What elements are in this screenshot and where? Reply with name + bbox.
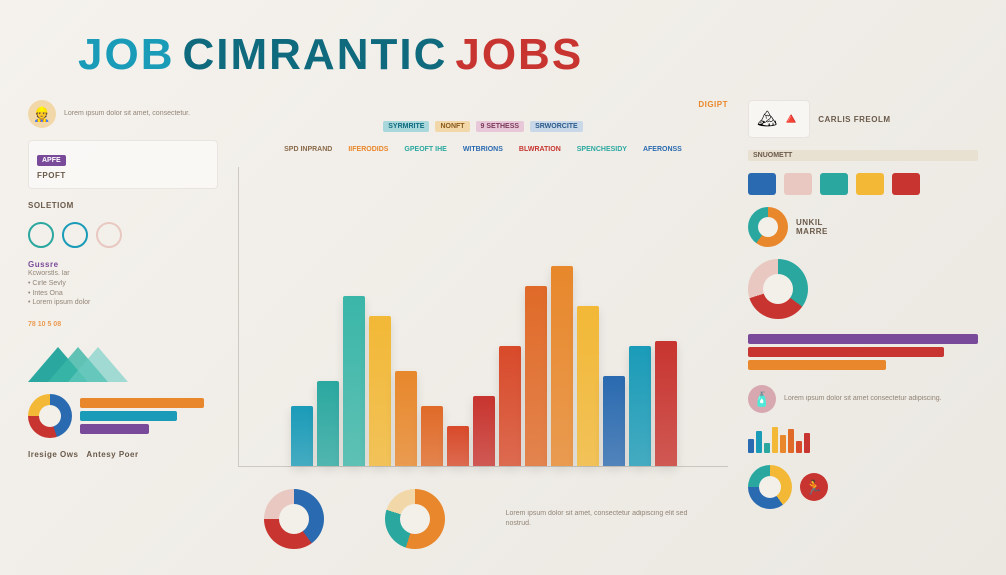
spark-bar bbox=[764, 443, 770, 453]
center-chart-tags: SYRMRITE NONFT 9 SETHESS SRWORCITE bbox=[238, 121, 728, 132]
hbar bbox=[748, 334, 978, 344]
page-title: JOB CIMRANTIC JOBS bbox=[78, 30, 978, 80]
chart-subtag: IIFERODIDS bbox=[343, 144, 393, 155]
right-hbars bbox=[748, 331, 978, 373]
bar bbox=[577, 306, 599, 466]
spark-bar bbox=[796, 441, 802, 453]
bar bbox=[603, 376, 625, 466]
hbar bbox=[80, 411, 177, 421]
left-hbars bbox=[80, 395, 218, 437]
left-circles bbox=[28, 222, 218, 248]
left-bottom-label-1: Iresige Ows bbox=[28, 450, 78, 459]
bar bbox=[343, 296, 365, 466]
left-section-2-sub: Kcworstls. lar bbox=[28, 269, 218, 279]
left-badge-card: APFE FPOFT bbox=[28, 140, 218, 189]
hbar bbox=[748, 347, 944, 357]
infographic-canvas: JOB CIMRANTIC JOBS 👷 Lorem ipsum dolor s… bbox=[0, 0, 1006, 575]
center-pie-1 bbox=[264, 489, 324, 549]
left-section-1: SOLETIOM bbox=[28, 201, 218, 210]
center-top-label: DIGIPT bbox=[238, 100, 728, 109]
spark-bar bbox=[772, 427, 778, 453]
thumb bbox=[856, 173, 884, 195]
center-column: DIGIPT SYRMRITE NONFT 9 SETHESS SRWORCITE S… bbox=[238, 100, 728, 550]
bar bbox=[473, 396, 495, 466]
hbar bbox=[80, 424, 149, 434]
badge-apfe: APFE bbox=[37, 155, 66, 166]
right-thumb-row bbox=[748, 173, 978, 195]
right-top-label: CARLIS FREOLM bbox=[818, 115, 890, 124]
center-pie-2 bbox=[385, 489, 445, 549]
right-donut-small bbox=[748, 207, 788, 247]
spark-bar bbox=[788, 429, 794, 453]
left-column: 👷 Lorem ipsum dolor sit amet, consectetu… bbox=[28, 100, 218, 550]
right-bottom-pie bbox=[748, 465, 792, 509]
hbar bbox=[80, 398, 204, 408]
thumb bbox=[784, 173, 812, 195]
thumb bbox=[820, 173, 848, 195]
chart-tag: SRWORCITE bbox=[530, 121, 583, 132]
bar bbox=[447, 426, 469, 466]
hbar bbox=[748, 360, 886, 370]
mountain-icon: 🏔 bbox=[757, 109, 777, 129]
right-label-2: UNKIL bbox=[796, 218, 828, 227]
right-column: 🏔 🔺 CARLIS FREOLM SNUOMETT UNKIL MARRE 🧴… bbox=[748, 100, 978, 550]
right-badge: SNUOMETT bbox=[748, 150, 978, 161]
right-top-icons: 🏔 🔺 CARLIS FREOLM bbox=[748, 100, 978, 138]
chart-subtag: WITBRIONS bbox=[458, 144, 508, 155]
jug-icon: 🧴 bbox=[748, 385, 776, 413]
center-pies: Lorem ipsum dolor sit amet, consectetur … bbox=[238, 489, 728, 549]
bar bbox=[369, 316, 391, 466]
center-bar-chart bbox=[238, 167, 728, 467]
spark-bar bbox=[756, 431, 762, 453]
left-bottom-pie bbox=[28, 394, 72, 438]
chart-subtag: AFERONSS bbox=[638, 144, 687, 155]
chart-tag: 9 SETHESS bbox=[476, 121, 525, 132]
spark-bar bbox=[804, 433, 810, 453]
worker-icon: 👷 bbox=[28, 100, 56, 128]
plane-icon: 🔺 bbox=[781, 109, 801, 129]
bar bbox=[551, 266, 573, 466]
bar bbox=[395, 371, 417, 466]
right-spark-bars bbox=[748, 425, 978, 453]
chart-subtag: SPD INPRAND bbox=[279, 144, 337, 155]
left-section-2-title: Gussre bbox=[28, 260, 218, 269]
stat-circle bbox=[96, 222, 122, 248]
title-word-1: JOB bbox=[78, 30, 174, 80]
bar bbox=[499, 346, 521, 466]
center-footer-note: Lorem ipsum dolor sit amet, consectetur … bbox=[506, 509, 702, 529]
bar bbox=[291, 406, 313, 466]
left-caption-1: Lorem ipsum dolor sit amet, consectetur. bbox=[64, 109, 190, 119]
chart-subtag: SPENCHESIDY bbox=[572, 144, 632, 155]
bar bbox=[655, 341, 677, 466]
thumb bbox=[892, 173, 920, 195]
stat-circle bbox=[62, 222, 88, 248]
chart-tag: NONFT bbox=[435, 121, 469, 132]
center-chart-subtags: SPD INPRAND IIFERODIDS GPEOFT IHE WITBRIONS… bbox=[238, 144, 728, 155]
left-list: • Cirle Sevly• Intes Ona• Lorem ipsum do… bbox=[28, 279, 218, 308]
left-bottom-label-2: Antesy Poer bbox=[86, 450, 138, 459]
bar bbox=[629, 346, 651, 466]
chart-subtag: GPEOFT IHE bbox=[399, 144, 451, 155]
thumb bbox=[748, 173, 776, 195]
left-heading: FPOFT bbox=[37, 171, 209, 180]
title-word-2: CIMRANTIC bbox=[182, 30, 447, 80]
title-word-3: JOBS bbox=[455, 30, 583, 80]
left-mountain-spark bbox=[28, 342, 188, 382]
right-caption: Lorem ipsum dolor sit amet consectetur a… bbox=[784, 394, 942, 404]
spark-bar bbox=[780, 435, 786, 453]
right-label-3: MARRE bbox=[796, 227, 828, 236]
chart-subtag: BLWRATION bbox=[514, 144, 566, 155]
bar bbox=[317, 381, 339, 466]
spark-bar bbox=[748, 439, 754, 453]
chart-tag: SYRMRITE bbox=[383, 121, 429, 132]
stat-circle bbox=[28, 222, 54, 248]
bar bbox=[525, 286, 547, 466]
right-globe-pie bbox=[748, 259, 808, 319]
bar bbox=[421, 406, 443, 466]
runner-icon: 🏃 bbox=[800, 473, 828, 501]
left-annotation: 78 10 5 08 bbox=[28, 320, 218, 330]
